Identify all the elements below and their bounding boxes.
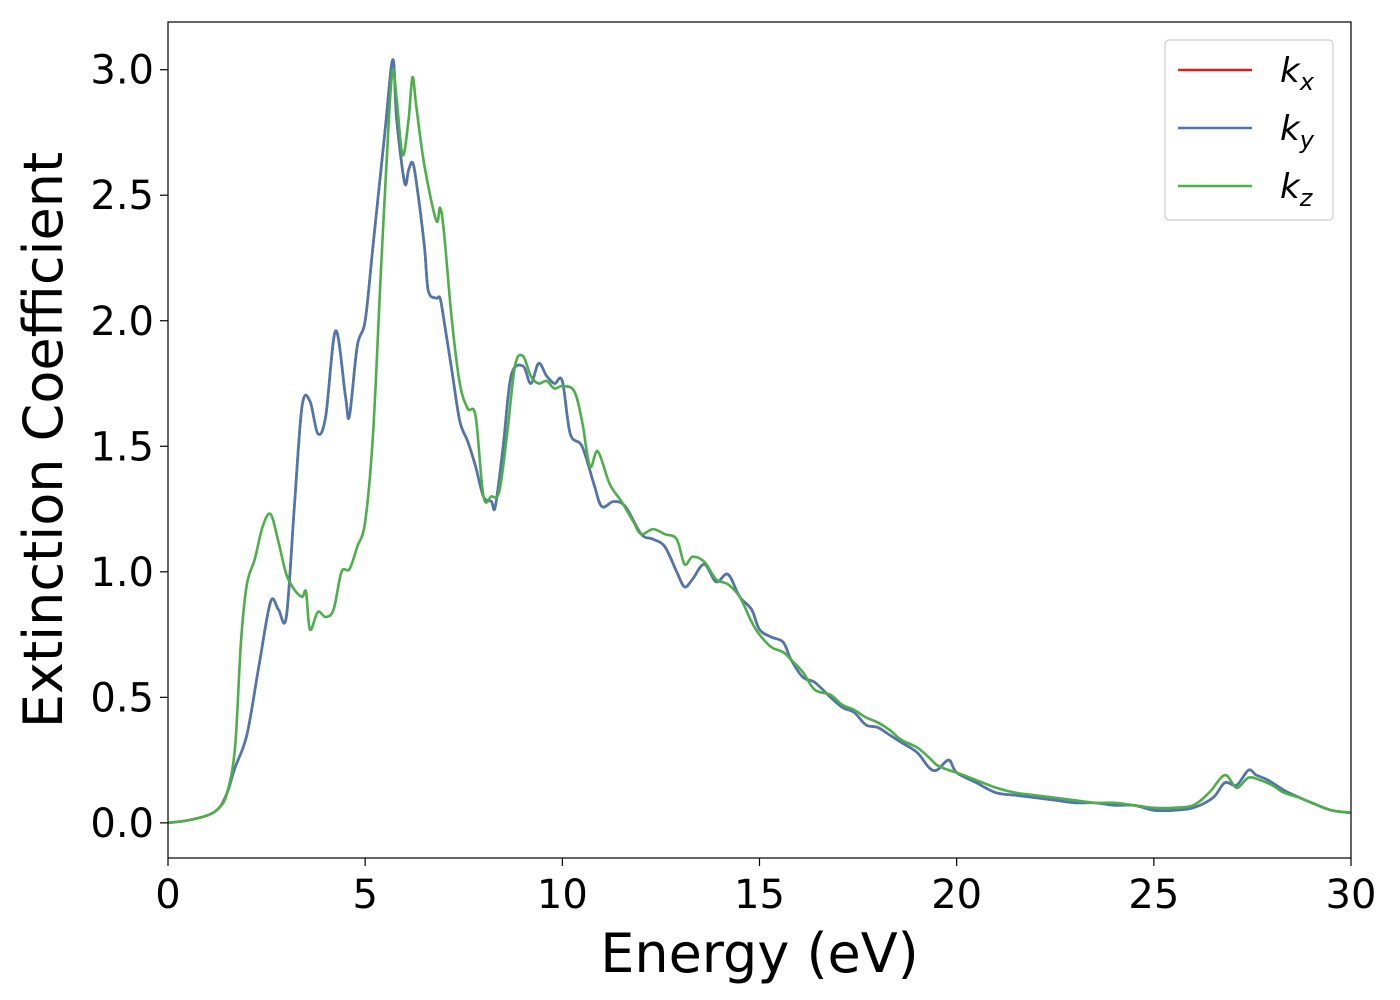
legend-item-ky: ky	[1178, 109, 1315, 154]
legend-frame	[1164, 39, 1334, 221]
y-tick-label: 2.5	[90, 173, 154, 219]
y-tick-label: 1.5	[90, 424, 154, 470]
x-tick-label: 5	[352, 872, 377, 918]
legend-item-kx: kx	[1178, 51, 1315, 96]
legend-label: kx	[1280, 51, 1315, 96]
x-axis-title: Energy (eV)	[600, 922, 919, 985]
series-line-kz	[168, 68, 1351, 825]
y-tick-label: 0.0	[90, 801, 154, 847]
x-tick-label: 15	[734, 872, 785, 918]
legend-item-kz: kz	[1178, 167, 1314, 212]
plot-lines	[168, 58, 1351, 825]
x-tick-label: 10	[537, 872, 588, 918]
y-axis-ticks: 0.0 0.5 1.0 1.5 2.0 2.5 3.0	[90, 48, 168, 847]
x-tick-label: 0	[155, 872, 180, 918]
legend: kx ky kz	[1164, 39, 1334, 221]
series-line-ky	[168, 58, 1351, 825]
y-tick-label: 1.0	[90, 550, 154, 596]
x-tick-label: 25	[1128, 872, 1179, 918]
x-tick-label: 20	[931, 872, 982, 918]
y-tick-label: 0.5	[90, 675, 154, 721]
y-axis-title: Extinction Coefficient	[12, 152, 75, 728]
legend-label: ky	[1280, 109, 1315, 154]
x-axis-ticks: 0 5 10 15 20 25 30	[155, 858, 1376, 918]
y-tick-label: 3.0	[90, 48, 154, 94]
y-tick-label: 2.0	[90, 299, 154, 345]
x-tick-label: 30	[1326, 872, 1377, 918]
legend-label: kz	[1280, 167, 1314, 212]
